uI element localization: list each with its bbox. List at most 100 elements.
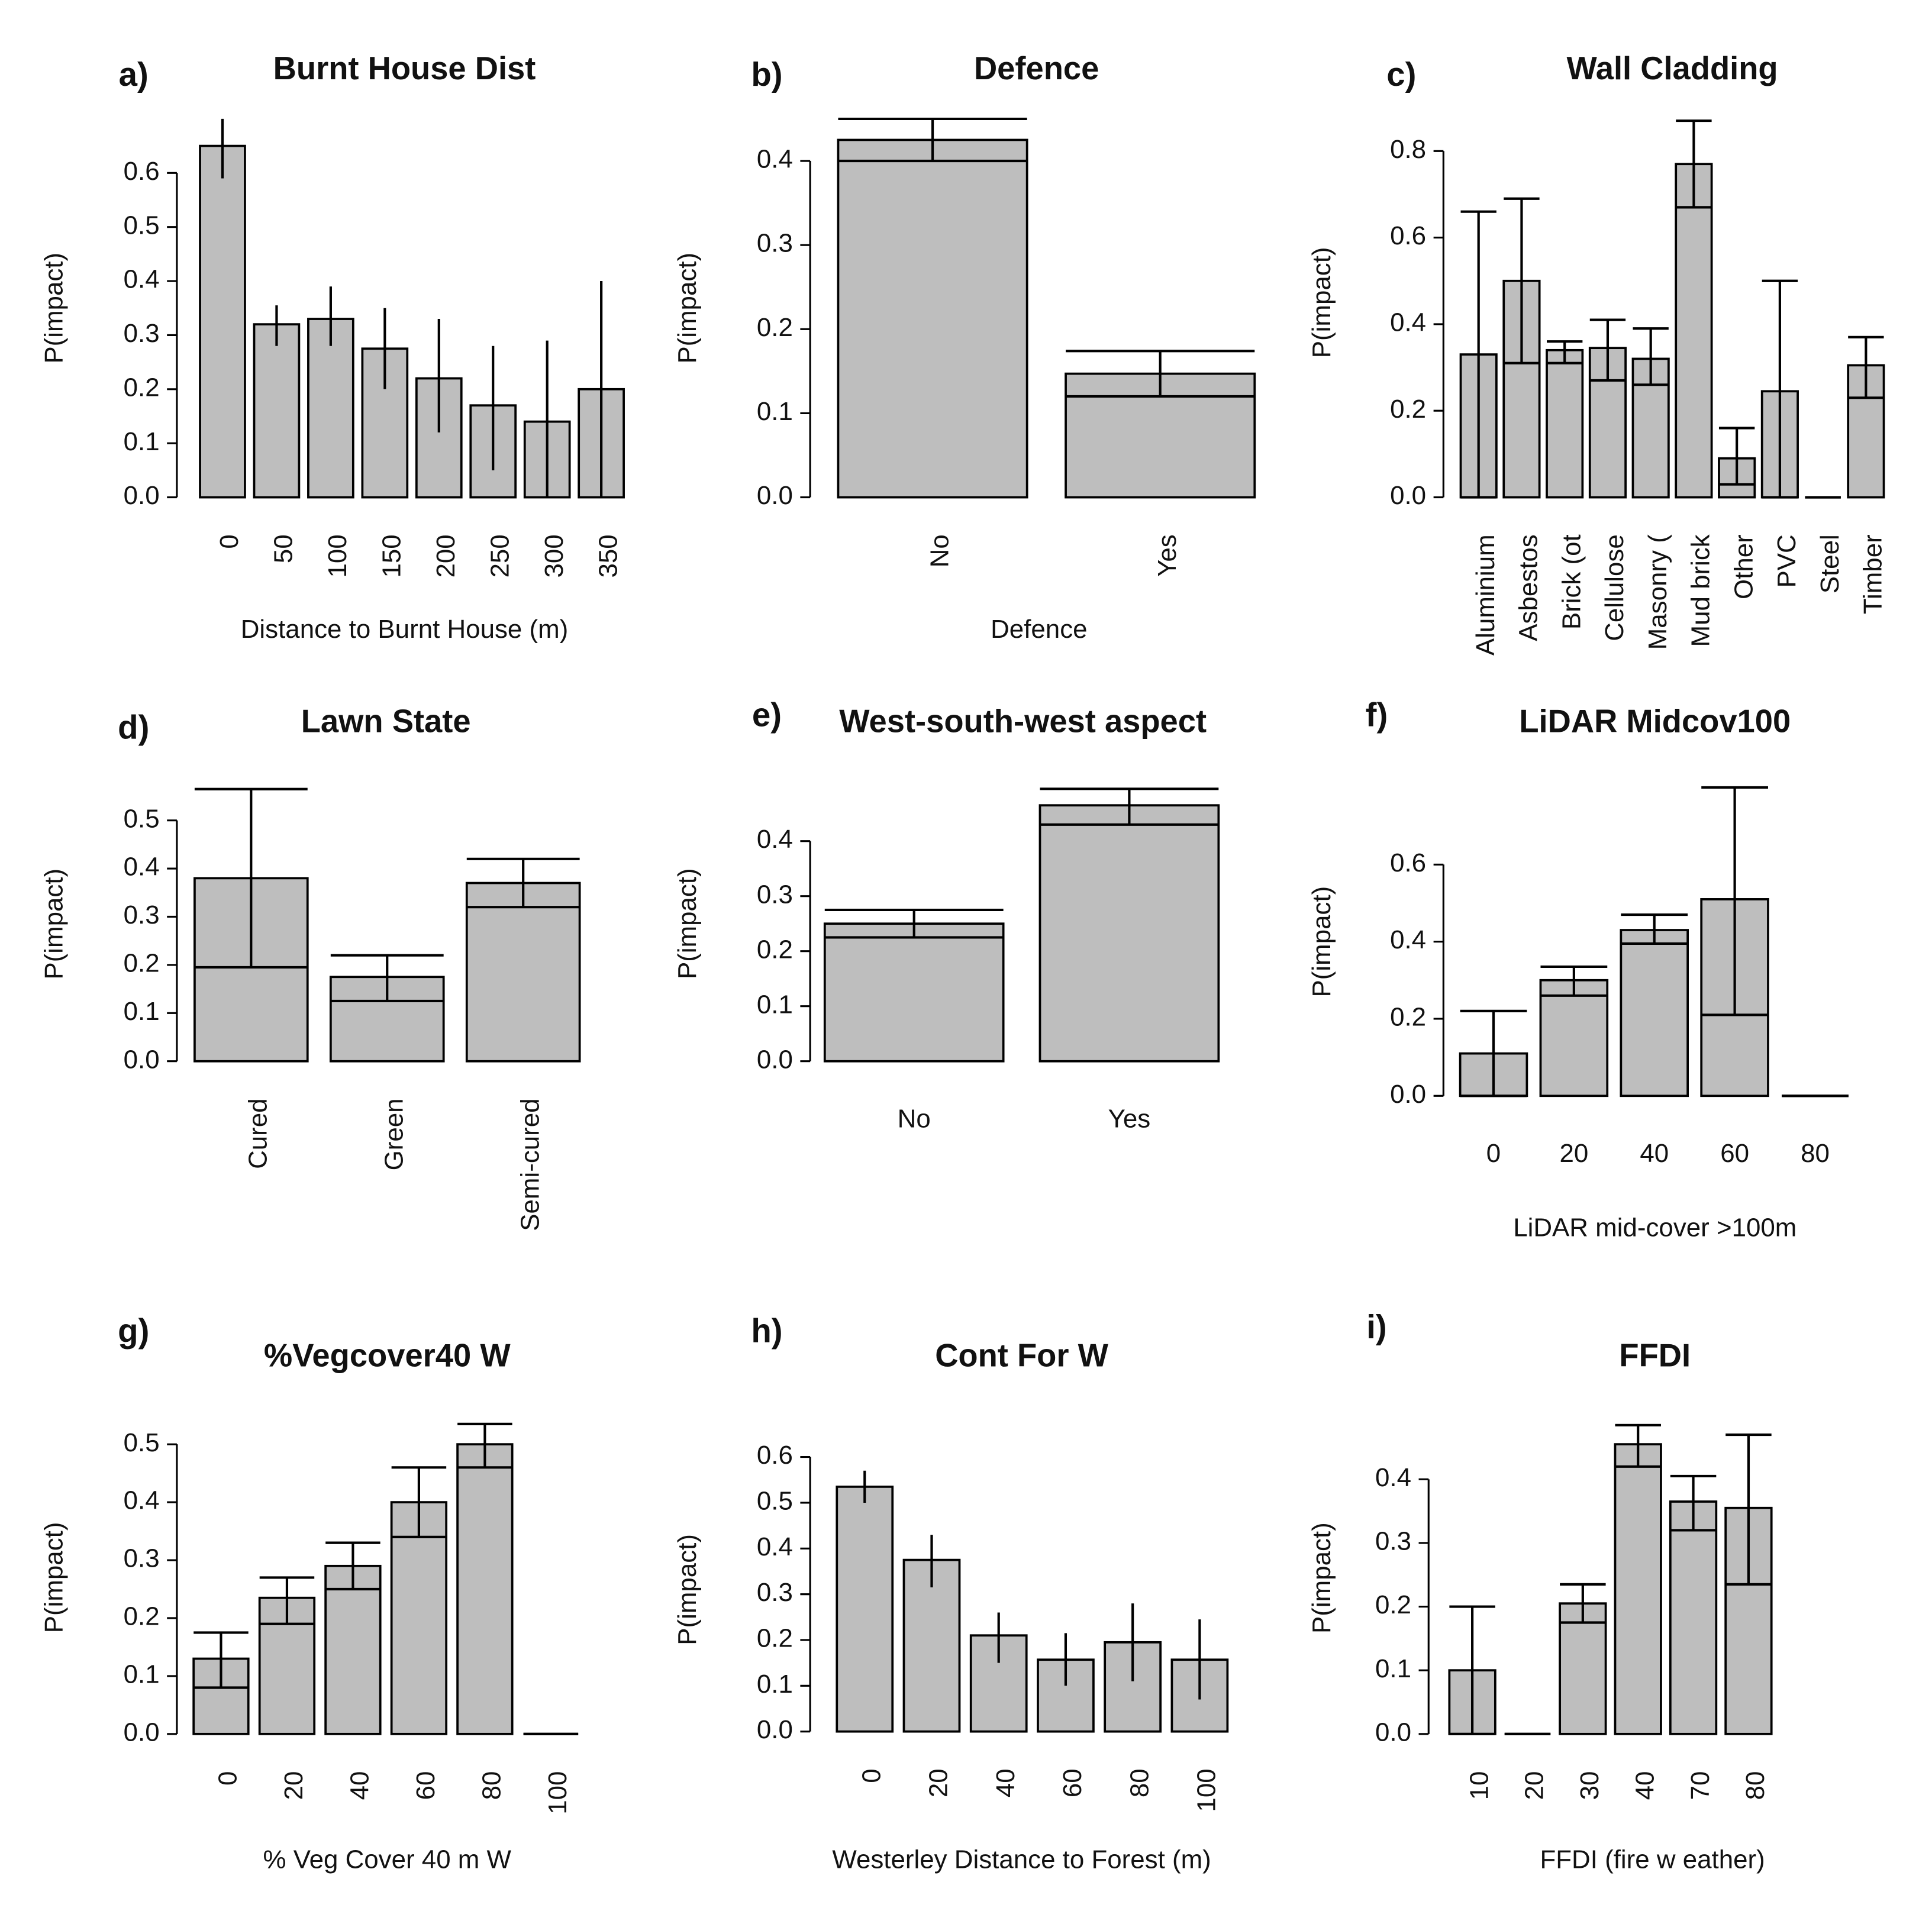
x-tick-label: Steel: [1815, 534, 1844, 593]
y-tick-label: 0.6: [757, 1441, 793, 1470]
bar: [1539, 979, 1609, 1097]
y-tick-label: 0.2: [1390, 1003, 1426, 1032]
x-tick-label: 80: [1125, 1768, 1154, 1797]
x-tick-label: 30: [1575, 1771, 1604, 1800]
panel-label: h): [751, 1312, 782, 1349]
x-tick-label: Cellulose: [1600, 534, 1629, 641]
x-tick-label: Aluminium: [1471, 534, 1500, 656]
y-tick-label: 0.1: [757, 397, 793, 426]
x-tick-label: 80: [478, 1771, 507, 1800]
y-tick-label: 0.6: [124, 157, 160, 186]
chart-title: Burnt House Dist: [273, 50, 536, 86]
x-tick-label: 100: [1192, 1768, 1221, 1812]
y-tick-label: 0.0: [1375, 1718, 1411, 1747]
x-tick-label: 0: [1486, 1139, 1501, 1168]
y-tick-label: 0.4: [757, 1532, 793, 1561]
y-tick-label: 0.1: [124, 427, 160, 456]
y-axis-label: P(impact): [1307, 247, 1336, 358]
bar: [390, 1501, 448, 1735]
bar: [324, 1564, 382, 1735]
chart-title: LiDAR Midcov100: [1519, 703, 1791, 739]
y-axis-label: P(impact): [673, 868, 702, 979]
bar: [1038, 804, 1220, 1063]
y-axis-label: P(impact): [40, 253, 69, 364]
y-tick-label: 0.2: [124, 1602, 160, 1631]
bar: [465, 882, 581, 1063]
y-tick-label: 0.0: [124, 481, 160, 510]
y-tick-label: 0.4: [757, 825, 793, 854]
y-tick-label: 0.3: [124, 319, 160, 348]
x-tick-label: 40: [991, 1768, 1020, 1797]
y-tick-label: 0.1: [124, 997, 160, 1026]
y-axis-label: P(impact): [40, 869, 69, 980]
x-tick-label: Brick (ot: [1557, 534, 1586, 630]
chart-title: %Vegcover40 W: [264, 1338, 511, 1374]
chart-title: Lawn State: [301, 703, 471, 739]
panel-label: e): [752, 696, 782, 734]
x-tick-label: PVC: [1772, 534, 1801, 587]
x-tick-label: Timber: [1859, 534, 1888, 614]
x-tick-label: 0: [857, 1768, 886, 1783]
y-tick-label: 0.8: [1390, 135, 1426, 164]
x-tick-label: 0: [214, 1771, 243, 1786]
y-tick-label: 0.3: [757, 229, 793, 258]
x-tick-label: Semi-cured: [515, 1098, 544, 1231]
x-tick-label: 100: [543, 1771, 572, 1815]
bar: [1546, 348, 1584, 499]
bar: [1620, 929, 1689, 1097]
y-tick-label: 0.0: [757, 1045, 793, 1074]
bar: [253, 323, 301, 499]
x-tick-label: 20: [924, 1768, 953, 1797]
x-tick-label: 40: [1630, 1771, 1659, 1800]
y-tick-label: 0.4: [124, 265, 160, 294]
y-tick-label: 0.0: [1390, 481, 1426, 510]
x-tick-label: 60: [411, 1771, 440, 1800]
y-tick-label: 0.3: [124, 1544, 160, 1573]
y-tick-label: 0.4: [757, 145, 793, 174]
bar: [1614, 1443, 1662, 1735]
chart-title: Defence: [974, 50, 1099, 86]
panel-label: b): [751, 56, 782, 93]
x-tick-label: 0: [215, 534, 244, 548]
y-tick-label: 0.0: [124, 1045, 160, 1074]
x-axis-label: Westerley Distance to Forest (m): [832, 1845, 1211, 1874]
x-tick-label: Asbestos: [1514, 534, 1543, 641]
chart-title: West-south-west aspect: [839, 703, 1207, 739]
chart-title: FFDI: [1619, 1338, 1691, 1374]
x-tick-label: Green: [379, 1098, 408, 1170]
y-tick-label: 0.3: [1375, 1527, 1411, 1556]
y-axis-label: P(impact): [673, 1534, 702, 1645]
y-tick-label: 0.1: [1375, 1654, 1411, 1683]
y-tick-label: 0.0: [124, 1718, 160, 1747]
x-tick-label: 20: [1520, 1771, 1549, 1800]
x-tick-label: 50: [269, 534, 298, 563]
y-tick-label: 0.2: [1390, 395, 1426, 424]
x-tick-label: 60: [1058, 1768, 1087, 1797]
x-tick-label: 80: [1741, 1771, 1770, 1800]
x-tick-label: Other: [1729, 534, 1758, 599]
bar: [836, 1485, 894, 1733]
bar: [823, 922, 1005, 1063]
x-tick-label: 70: [1686, 1771, 1715, 1800]
y-tick-label: 0.2: [124, 948, 160, 977]
y-tick-label: 0.0: [757, 481, 793, 510]
x-axis-label: FFDI (fire w eather): [1540, 1845, 1765, 1874]
chart-title: Wall Cladding: [1566, 50, 1778, 86]
y-tick-label: 0.1: [757, 1670, 793, 1699]
x-tick-label: Cured: [244, 1098, 273, 1169]
x-tick-label: Mud brick: [1686, 534, 1715, 647]
bar: [902, 1558, 961, 1733]
bar: [837, 138, 1028, 499]
x-tick-label: No: [898, 1105, 931, 1134]
x-tick-label: 40: [346, 1771, 375, 1800]
x-tick-label: 200: [431, 534, 460, 577]
y-tick-label: 0.6: [1390, 848, 1426, 877]
y-tick-label: 0.3: [757, 880, 793, 909]
y-axis-label: P(impact): [40, 1522, 69, 1634]
y-tick-label: 0.5: [124, 804, 160, 833]
x-axis-label: Distance to Burnt House (m): [241, 615, 569, 644]
x-axis-label: LiDAR mid-cover >100m: [1513, 1213, 1796, 1242]
y-tick-label: 0.5: [757, 1487, 793, 1516]
x-tick-label: 100: [323, 534, 352, 577]
panel-label: g): [118, 1312, 149, 1349]
